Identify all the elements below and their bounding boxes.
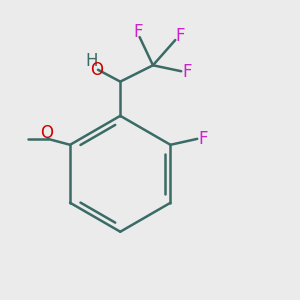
Text: F: F [198,130,208,148]
Text: F: F [134,23,143,41]
Text: O: O [90,61,103,79]
Text: F: F [182,63,192,81]
Text: F: F [176,27,185,45]
Text: H: H [85,52,98,70]
Text: O: O [40,124,53,142]
